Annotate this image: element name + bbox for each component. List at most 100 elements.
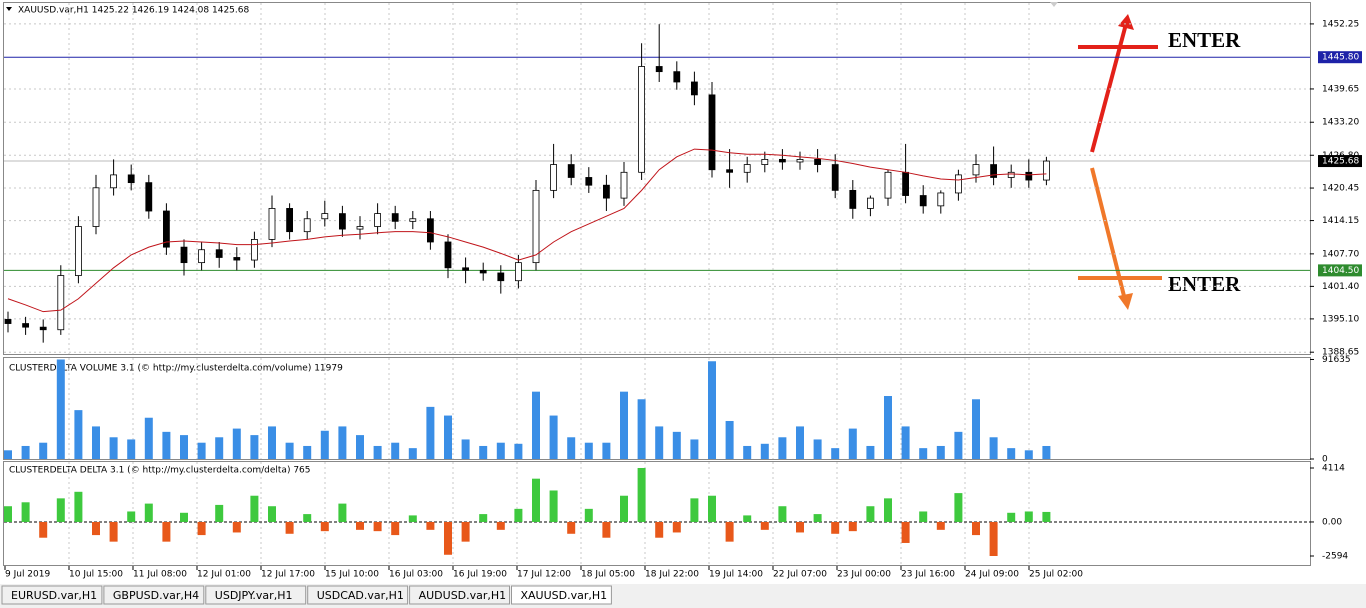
enter-label: ENTER — [1168, 272, 1241, 296]
bar — [320, 521, 329, 532]
y-tick-label: 1407.70 — [1322, 249, 1359, 259]
candle-body — [532, 189, 540, 264]
bar — [549, 415, 558, 459]
candle-body — [849, 189, 857, 209]
candle-body — [233, 257, 241, 261]
candle-body — [691, 81, 698, 96]
tab-bar — [0, 584, 1366, 608]
bar — [4, 450, 12, 459]
candle-body — [902, 171, 909, 196]
bar — [268, 506, 276, 522]
bar — [144, 503, 153, 522]
tab[interactable] — [511, 585, 612, 605]
bar — [356, 521, 364, 530]
bar — [373, 445, 382, 459]
bar — [92, 521, 100, 536]
y-tick-label: 1420.45 — [1322, 184, 1359, 194]
bar — [620, 391, 628, 459]
candle-body — [268, 208, 276, 240]
bar — [127, 439, 136, 459]
tab[interactable] — [307, 585, 409, 605]
x-tick-label: 18 Jul 22:00 — [645, 570, 699, 580]
x-tick-label: 16 Jul 03:00 — [389, 570, 443, 580]
bar — [39, 442, 48, 459]
bar — [391, 442, 400, 459]
bar — [268, 426, 276, 459]
y-tick-label: 1414.15 — [1322, 216, 1359, 226]
bar — [408, 515, 417, 522]
candle-body — [180, 246, 188, 264]
bar — [637, 467, 646, 522]
arrow-down-head — [1118, 293, 1133, 310]
menu-arrow[interactable] — [6, 7, 12, 11]
bar — [831, 521, 840, 534]
bar — [708, 495, 716, 522]
bar — [250, 435, 259, 459]
candle-body — [726, 169, 733, 173]
x-tick-label: 23 Jul 16:00 — [901, 570, 955, 580]
x-tick-label: 16 Jul 19:00 — [453, 570, 507, 580]
bar — [584, 442, 593, 459]
bar — [162, 431, 171, 459]
y-tick-label: 0.00 — [1322, 517, 1342, 527]
bar — [866, 506, 875, 522]
bar — [232, 428, 241, 459]
bar — [866, 445, 875, 459]
y-tick-label: 0 — [1322, 455, 1328, 465]
candle-body — [550, 164, 557, 191]
bar — [813, 514, 822, 522]
bar — [1042, 445, 1051, 459]
candle-body — [779, 159, 786, 163]
bar — [936, 521, 945, 530]
x-tick-label: 24 Jul 09:00 — [965, 570, 1019, 580]
bar — [690, 498, 699, 522]
candle-body — [990, 164, 997, 178]
y-tick-label: 4114 — [1322, 463, 1345, 473]
bar — [250, 495, 259, 522]
bar — [708, 361, 716, 459]
candle-body — [655, 66, 663, 73]
bar — [919, 448, 928, 459]
candle-body — [22, 323, 30, 328]
bar — [743, 445, 752, 459]
candle-body — [955, 174, 962, 194]
volume-title: CLUSTERDELTA VOLUME 3.1 (© http://my.clu… — [9, 364, 343, 374]
candle-body — [426, 218, 434, 243]
bar — [620, 495, 628, 522]
bar — [1024, 450, 1033, 459]
candle-body — [321, 213, 329, 220]
bar — [303, 514, 312, 522]
bar — [743, 515, 752, 522]
candle-body — [198, 249, 206, 264]
level-label-box — [1318, 264, 1362, 277]
candle-body — [391, 213, 399, 222]
bar — [479, 514, 488, 522]
tab[interactable] — [409, 585, 511, 605]
candle-body — [972, 164, 980, 176]
bar — [56, 359, 65, 459]
bar — [514, 443, 523, 459]
bar — [56, 498, 65, 522]
bar — [655, 521, 664, 538]
bar — [725, 521, 734, 542]
y-tick-label: 91635 — [1322, 355, 1351, 365]
candle-body — [444, 241, 452, 269]
x-tick-label: 19 Jul 14:00 — [709, 570, 763, 580]
tab[interactable] — [103, 585, 205, 605]
candle-body — [4, 319, 12, 324]
bar — [602, 521, 611, 538]
candle-body — [462, 267, 470, 271]
tab[interactable] — [1, 585, 103, 605]
bar — [848, 521, 857, 532]
delta-title: CLUSTERDELTA DELTA 3.1 (© http://my.clus… — [9, 466, 311, 476]
tab[interactable] — [205, 585, 307, 605]
candle-body — [409, 218, 417, 222]
y-tick-label: -2594 — [1322, 552, 1348, 562]
x-tick-label: 18 Jul 05:00 — [581, 570, 635, 580]
tab-label: USDCAD.var,H1 — [317, 589, 404, 602]
tab-label: EURUSD.var,H1 — [11, 589, 97, 602]
candle-body — [937, 192, 945, 207]
